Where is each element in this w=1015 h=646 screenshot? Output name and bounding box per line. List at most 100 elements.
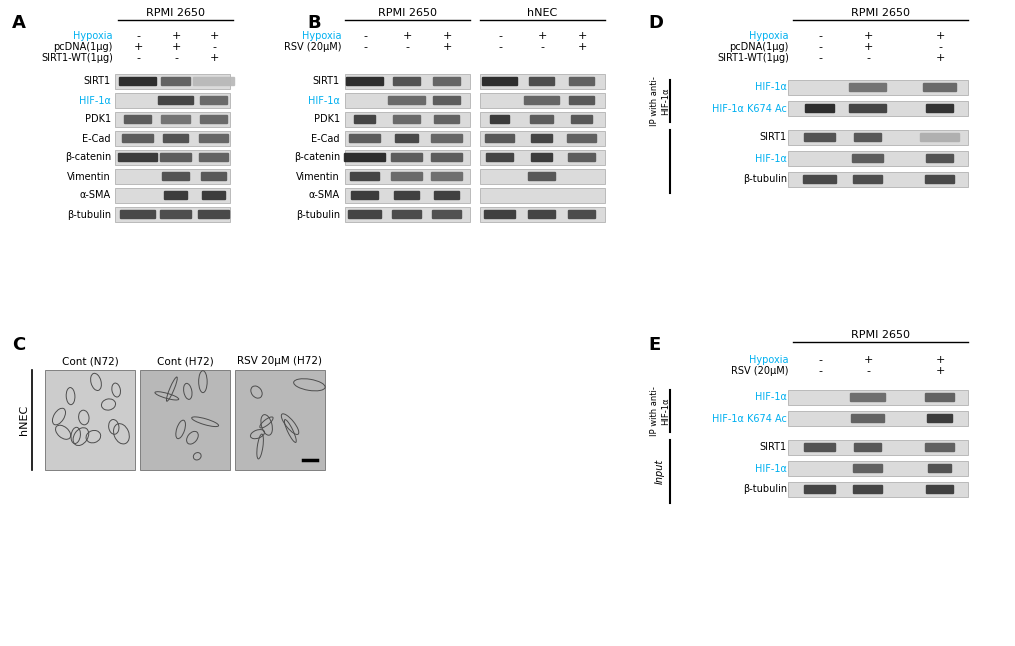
FancyBboxPatch shape <box>201 172 227 181</box>
Bar <box>235 370 325 470</box>
Text: -: - <box>363 42 367 52</box>
Text: -: - <box>136 53 140 63</box>
FancyBboxPatch shape <box>430 153 463 162</box>
Bar <box>115 169 230 184</box>
FancyBboxPatch shape <box>430 134 463 143</box>
FancyBboxPatch shape <box>120 210 156 219</box>
FancyBboxPatch shape <box>486 153 515 162</box>
Text: SIRT1-WT(1μg): SIRT1-WT(1μg) <box>42 53 113 63</box>
FancyBboxPatch shape <box>392 210 422 219</box>
Text: PDK1: PDK1 <box>85 114 111 125</box>
Bar <box>140 370 230 470</box>
Text: α-SMA: α-SMA <box>309 191 340 200</box>
Bar <box>345 150 470 165</box>
Bar <box>480 74 605 89</box>
FancyBboxPatch shape <box>529 77 555 86</box>
Text: -: - <box>818 355 822 365</box>
Text: +: + <box>443 42 452 52</box>
FancyBboxPatch shape <box>394 191 420 200</box>
Text: pcDNA(1μg): pcDNA(1μg) <box>730 42 789 52</box>
FancyBboxPatch shape <box>804 133 836 142</box>
Text: B: B <box>307 14 321 32</box>
Text: Hypoxia: Hypoxia <box>749 355 789 365</box>
Bar <box>115 112 230 127</box>
FancyBboxPatch shape <box>199 134 229 143</box>
FancyBboxPatch shape <box>161 172 190 181</box>
Text: -: - <box>818 42 822 52</box>
FancyBboxPatch shape <box>351 191 380 200</box>
Text: +: + <box>578 42 587 52</box>
FancyBboxPatch shape <box>200 115 228 124</box>
FancyBboxPatch shape <box>200 96 228 105</box>
Bar <box>480 150 605 165</box>
Text: +: + <box>935 53 945 63</box>
Bar <box>115 207 230 222</box>
FancyBboxPatch shape <box>395 134 419 143</box>
FancyBboxPatch shape <box>482 77 519 86</box>
Text: -: - <box>498 31 502 41</box>
Text: Cont (H72): Cont (H72) <box>156 356 213 366</box>
Text: +: + <box>133 42 143 52</box>
Text: -: - <box>405 42 409 52</box>
Text: +: + <box>402 31 412 41</box>
Bar <box>788 151 968 166</box>
FancyBboxPatch shape <box>851 414 885 423</box>
Text: -: - <box>498 42 502 52</box>
Text: +: + <box>864 31 873 41</box>
Text: β-tubulin: β-tubulin <box>743 484 787 494</box>
FancyBboxPatch shape <box>567 210 596 219</box>
FancyBboxPatch shape <box>853 464 883 474</box>
FancyBboxPatch shape <box>163 191 188 200</box>
Text: -: - <box>866 53 870 63</box>
FancyBboxPatch shape <box>157 96 194 105</box>
Text: E-Cad: E-Cad <box>312 134 340 143</box>
FancyBboxPatch shape <box>344 153 386 162</box>
Text: +: + <box>537 31 547 41</box>
FancyBboxPatch shape <box>430 172 463 181</box>
FancyBboxPatch shape <box>431 210 462 219</box>
Text: IP with anti-
HIF-1α: IP with anti- HIF-1α <box>651 386 670 436</box>
Text: HIF-1α: HIF-1α <box>755 393 787 402</box>
Bar <box>345 207 470 222</box>
Text: hNEC: hNEC <box>19 405 29 435</box>
FancyBboxPatch shape <box>570 115 593 124</box>
FancyBboxPatch shape <box>391 172 423 181</box>
Bar <box>480 207 605 222</box>
Text: RPMI 2650: RPMI 2650 <box>851 8 910 18</box>
Text: -: - <box>212 42 216 52</box>
Text: -: - <box>818 31 822 41</box>
Text: SIRT1-WT(1μg): SIRT1-WT(1μg) <box>718 53 789 63</box>
Bar <box>115 188 230 203</box>
Text: E-Cad: E-Cad <box>82 134 111 143</box>
Text: Input: Input <box>655 459 665 484</box>
Bar <box>45 370 135 470</box>
Text: Hypoxia: Hypoxia <box>73 31 113 41</box>
Text: +: + <box>578 31 587 41</box>
Text: +: + <box>209 53 218 63</box>
Bar <box>788 80 968 95</box>
FancyBboxPatch shape <box>349 134 382 143</box>
FancyBboxPatch shape <box>531 134 553 143</box>
Text: -: - <box>818 366 822 376</box>
FancyBboxPatch shape <box>849 83 887 92</box>
FancyBboxPatch shape <box>432 77 461 86</box>
FancyBboxPatch shape <box>531 153 553 162</box>
Bar <box>788 440 968 455</box>
Text: RSV (20μM): RSV (20μM) <box>284 42 342 52</box>
Text: -: - <box>818 53 822 63</box>
Text: -: - <box>174 53 178 63</box>
FancyBboxPatch shape <box>804 484 836 494</box>
FancyBboxPatch shape <box>124 115 152 124</box>
FancyBboxPatch shape <box>162 134 189 143</box>
FancyBboxPatch shape <box>393 115 421 124</box>
FancyBboxPatch shape <box>433 191 460 200</box>
Text: Hypoxia: Hypoxia <box>302 31 342 41</box>
FancyBboxPatch shape <box>927 414 953 423</box>
FancyBboxPatch shape <box>528 172 556 181</box>
Bar <box>345 188 470 203</box>
Text: SIRT1: SIRT1 <box>84 76 111 87</box>
Text: hNEC: hNEC <box>528 8 557 18</box>
Text: RPMI 2650: RPMI 2650 <box>851 330 910 340</box>
Text: PDK1: PDK1 <box>314 114 340 125</box>
Text: E: E <box>648 336 660 354</box>
